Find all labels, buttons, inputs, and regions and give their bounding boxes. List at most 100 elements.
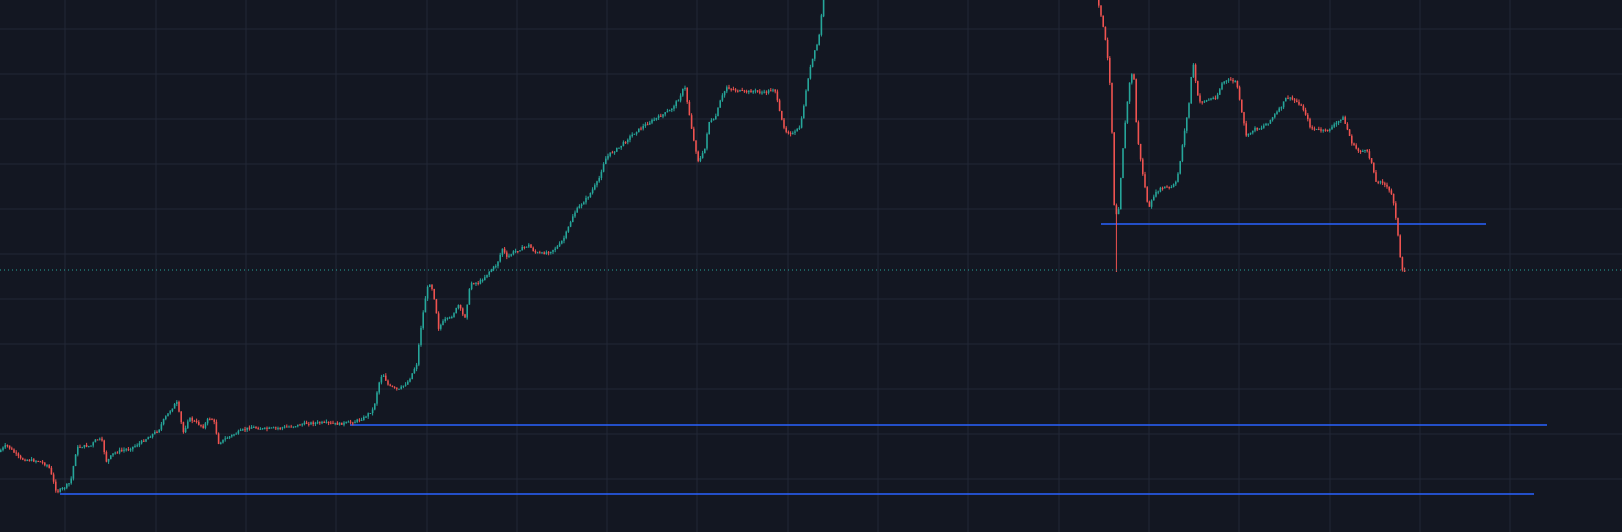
candle[interactable] bbox=[39, 461, 42, 463]
candle[interactable] bbox=[1150, 199, 1153, 209]
candle[interactable] bbox=[1210, 97, 1212, 101]
candle[interactable] bbox=[191, 416, 193, 424]
candle[interactable] bbox=[1256, 127, 1258, 132]
candle[interactable] bbox=[365, 415, 367, 418]
candle[interactable] bbox=[668, 109, 671, 112]
candle[interactable] bbox=[77, 445, 79, 457]
candle[interactable] bbox=[431, 284, 433, 291]
candle[interactable] bbox=[319, 421, 321, 425]
candle[interactable] bbox=[165, 415, 167, 421]
candle[interactable] bbox=[297, 424, 299, 428]
candle[interactable] bbox=[1170, 185, 1173, 189]
candle[interactable] bbox=[704, 148, 706, 154]
candle[interactable] bbox=[642, 123, 644, 131]
candle[interactable] bbox=[655, 117, 658, 121]
candle[interactable] bbox=[602, 162, 605, 173]
candle[interactable] bbox=[679, 93, 682, 103]
candle[interactable] bbox=[717, 107, 719, 117]
candle[interactable] bbox=[618, 147, 620, 149]
candle[interactable] bbox=[1366, 149, 1368, 153]
candle[interactable] bbox=[660, 113, 662, 117]
candle[interactable] bbox=[4, 442, 6, 449]
candle[interactable] bbox=[1139, 143, 1142, 162]
candle[interactable] bbox=[70, 476, 72, 485]
candle[interactable] bbox=[796, 128, 798, 132]
candle[interactable] bbox=[211, 418, 213, 421]
candle[interactable] bbox=[1401, 256, 1404, 272]
candle[interactable] bbox=[635, 131, 638, 136]
candle[interactable] bbox=[1302, 104, 1305, 112]
candle[interactable] bbox=[1166, 185, 1168, 188]
candle[interactable] bbox=[541, 251, 543, 254]
candle[interactable] bbox=[789, 131, 792, 137]
candle[interactable] bbox=[217, 432, 220, 445]
candle[interactable] bbox=[1186, 117, 1188, 134]
candle[interactable] bbox=[646, 121, 649, 126]
candle[interactable] bbox=[129, 447, 132, 452]
candle[interactable] bbox=[1135, 78, 1137, 123]
candle[interactable] bbox=[151, 433, 154, 439]
candle[interactable] bbox=[627, 138, 629, 145]
candle[interactable] bbox=[101, 436, 103, 442]
candle[interactable] bbox=[136, 443, 138, 448]
candle[interactable] bbox=[88, 445, 90, 448]
candle[interactable] bbox=[118, 447, 121, 455]
candle[interactable] bbox=[748, 90, 750, 95]
candle[interactable] bbox=[420, 325, 422, 347]
candle[interactable] bbox=[367, 412, 369, 419]
candle[interactable] bbox=[371, 407, 374, 416]
candle[interactable] bbox=[244, 426, 246, 432]
candle[interactable] bbox=[1100, 5, 1102, 17]
candle[interactable] bbox=[1346, 122, 1349, 131]
candle[interactable] bbox=[1263, 123, 1265, 129]
candle[interactable] bbox=[633, 133, 636, 135]
candle[interactable] bbox=[134, 444, 136, 448]
candle[interactable] bbox=[332, 420, 334, 424]
candle[interactable] bbox=[363, 415, 365, 421]
candle[interactable] bbox=[81, 446, 83, 449]
candle[interactable] bbox=[1285, 97, 1287, 102]
candle[interactable] bbox=[94, 439, 97, 443]
candle[interactable] bbox=[444, 316, 446, 323]
candle[interactable] bbox=[442, 319, 444, 326]
candle[interactable] bbox=[1291, 95, 1294, 101]
candle[interactable] bbox=[1271, 116, 1274, 122]
candle[interactable] bbox=[732, 86, 735, 91]
candle[interactable] bbox=[765, 90, 768, 96]
candle[interactable] bbox=[369, 413, 372, 415]
candle[interactable] bbox=[547, 251, 550, 256]
candle[interactable] bbox=[519, 249, 521, 252]
candle[interactable] bbox=[8, 445, 11, 450]
candle[interactable] bbox=[459, 304, 462, 311]
candle[interactable] bbox=[565, 230, 567, 240]
candle[interactable] bbox=[730, 88, 732, 92]
candle[interactable] bbox=[1175, 180, 1177, 186]
candle[interactable] bbox=[455, 307, 457, 314]
candle[interactable] bbox=[160, 421, 163, 432]
candle[interactable] bbox=[523, 246, 526, 250]
candle[interactable] bbox=[184, 425, 187, 434]
candle[interactable] bbox=[220, 441, 222, 445]
candle[interactable] bbox=[85, 442, 88, 448]
candle[interactable] bbox=[451, 315, 453, 319]
candle[interactable] bbox=[686, 87, 688, 104]
candle[interactable] bbox=[774, 89, 776, 94]
candle[interactable] bbox=[281, 426, 284, 431]
candle[interactable] bbox=[552, 249, 554, 255]
candle[interactable] bbox=[74, 453, 77, 467]
candle[interactable] bbox=[279, 427, 281, 431]
candle[interactable] bbox=[235, 432, 237, 435]
candle[interactable] bbox=[521, 245, 523, 251]
candle[interactable] bbox=[688, 100, 691, 116]
candle[interactable] bbox=[1265, 122, 1267, 126]
candle[interactable] bbox=[1161, 186, 1164, 191]
candle[interactable] bbox=[288, 425, 290, 428]
candle[interactable] bbox=[609, 152, 611, 158]
candle[interactable] bbox=[327, 421, 330, 426]
candle[interactable] bbox=[1111, 82, 1113, 134]
candle[interactable] bbox=[30, 456, 33, 462]
candle[interactable] bbox=[347, 420, 350, 423]
candle[interactable] bbox=[1194, 63, 1197, 84]
candle[interactable] bbox=[1267, 123, 1269, 126]
candle[interactable] bbox=[145, 438, 147, 443]
